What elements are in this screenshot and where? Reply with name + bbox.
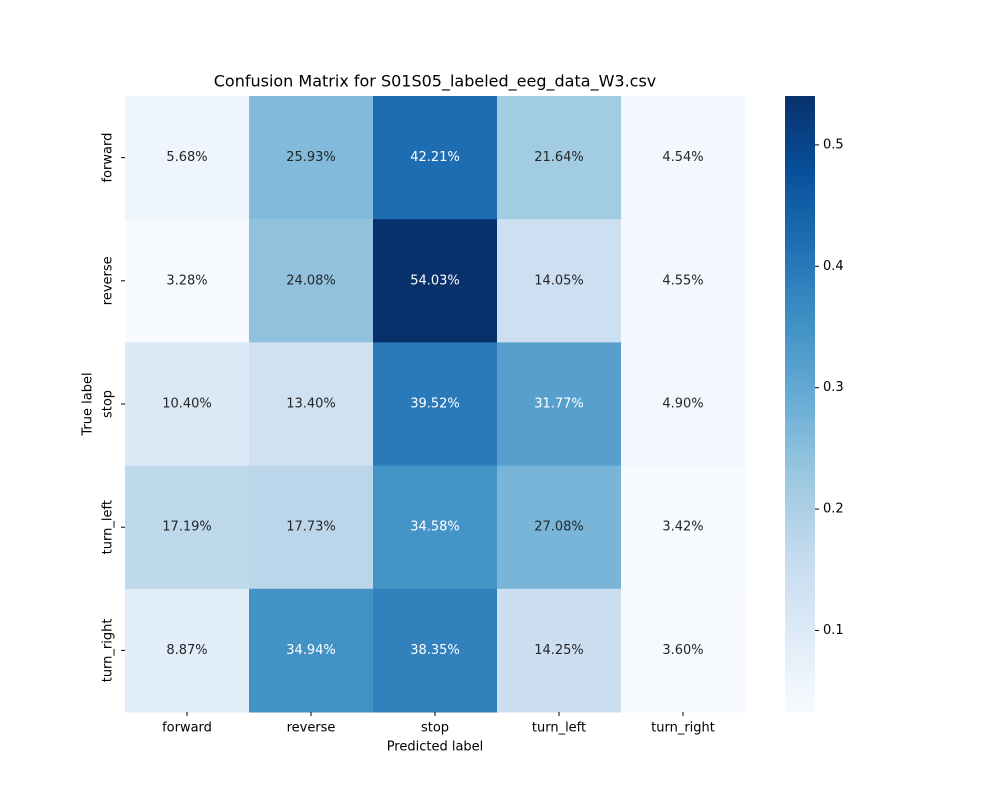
cell-label: 25.93%	[286, 150, 336, 165]
cell-label: 4.54%	[662, 150, 703, 165]
y-tick-label: turn_right	[101, 619, 116, 683]
x-tick-label: turn_left	[532, 721, 586, 736]
cell-label: 21.64%	[534, 150, 584, 165]
colorbar-tick-label: 0.2	[823, 502, 844, 517]
cell-label: 24.08%	[286, 273, 336, 288]
heatmap-cell	[373, 219, 498, 343]
cell-label: 34.94%	[286, 643, 336, 658]
heatmap-cell	[373, 342, 498, 467]
cell-label: 3.42%	[662, 520, 703, 535]
cell-label: 54.03%	[410, 273, 460, 288]
cell-label: 13.40%	[286, 397, 336, 412]
cell-label: 34.58%	[410, 520, 460, 535]
heatmap-cell	[125, 342, 250, 467]
cell-label: 3.60%	[662, 643, 703, 658]
y-tick-label: forward	[101, 133, 116, 183]
heatmap-cell	[373, 96, 498, 220]
heatmap-cell	[125, 96, 250, 220]
heatmap-cell	[249, 219, 374, 343]
heatmap-cell	[125, 465, 250, 590]
heatmap-cell	[621, 219, 746, 343]
heatmap-cell	[497, 342, 622, 467]
cell-label: 10.40%	[162, 397, 212, 412]
cell-label: 14.25%	[534, 643, 584, 658]
heatmap-cell	[249, 96, 374, 220]
heatmap-cell	[249, 588, 374, 713]
cell-label: 38.35%	[410, 643, 460, 658]
x-tick-label: stop	[421, 721, 449, 736]
cell-label: 39.52%	[410, 397, 460, 412]
cell-label: 42.21%	[410, 150, 460, 165]
colorbar-tick-label: 0.4	[823, 259, 844, 274]
x-tick-label: reverse	[287, 721, 336, 736]
x-axis-label: Predicted label	[387, 740, 484, 755]
heatmap-cell	[373, 588, 498, 713]
cell-label: 4.90%	[662, 397, 703, 412]
y-tick-label: turn_left	[101, 500, 116, 554]
heatmap-cell	[497, 588, 622, 713]
heatmap-cell	[621, 342, 746, 467]
cell-label: 31.77%	[534, 397, 584, 412]
cell-label: 27.08%	[534, 520, 584, 535]
y-tick-label: reverse	[101, 256, 116, 305]
cell-label: 14.05%	[534, 273, 584, 288]
heatmap-cell	[497, 219, 622, 343]
cell-label: 17.19%	[162, 520, 212, 535]
cell-label: 5.68%	[166, 150, 207, 165]
cell-label: 3.28%	[166, 273, 207, 288]
cell-label: 8.87%	[166, 643, 207, 658]
colorbar-tick-label: 0.3	[823, 380, 844, 395]
x-tick-label: turn_right	[651, 721, 715, 736]
cell-label: 17.73%	[286, 520, 336, 535]
heatmap-cell	[373, 465, 498, 590]
heatmap-cell	[125, 219, 250, 343]
colorbar-tick-label: 0.1	[823, 623, 844, 638]
y-axis-label: True label	[81, 372, 96, 436]
heatmap-cell	[621, 465, 746, 590]
heatmap-cell	[621, 588, 746, 713]
heatmap-cell	[125, 588, 250, 713]
cell-label: 4.55%	[662, 273, 703, 288]
heatmap-cell	[621, 96, 746, 220]
heatmap-cell	[249, 465, 374, 590]
x-tick-label: forward	[162, 721, 212, 736]
heatmap-cell	[249, 342, 374, 467]
y-tick-label: stop	[101, 390, 116, 418]
colorbar	[785, 96, 815, 712]
heatmap-cell	[497, 96, 622, 220]
heatmap-cell	[497, 465, 622, 590]
colorbar-tick-label: 0.5	[823, 137, 844, 152]
chart-title: Confusion Matrix for S01S05_labeled_eeg_…	[214, 72, 657, 92]
